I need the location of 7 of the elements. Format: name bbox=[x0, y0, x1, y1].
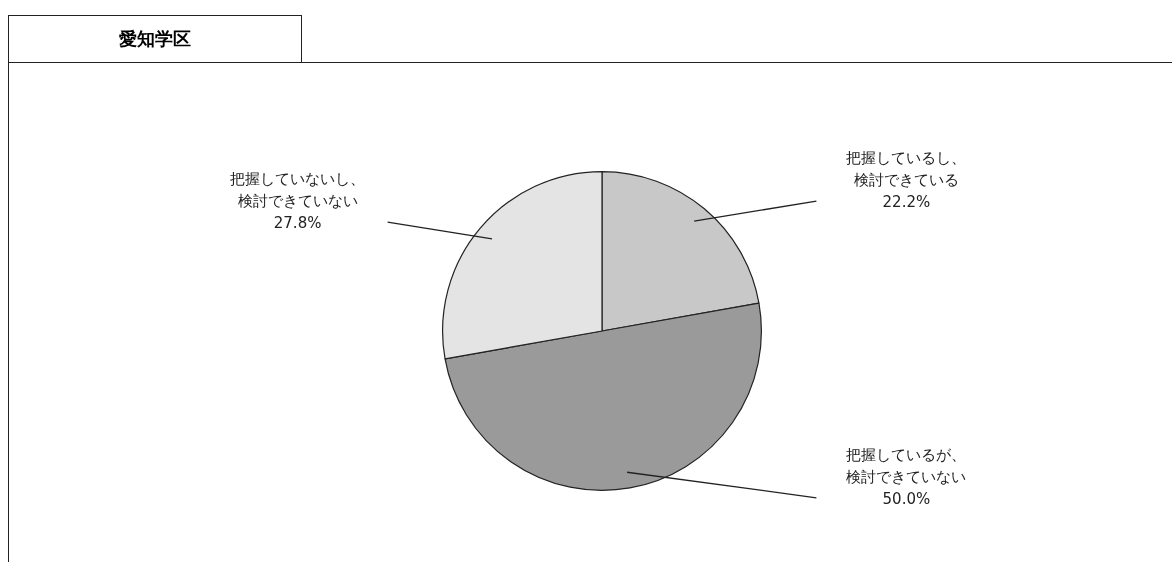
slice-label: 把握しているし、検討できている bbox=[846, 149, 967, 190]
data-label: 50.0% bbox=[882, 489, 931, 508]
slice-label: 把握していないし、検討できていない bbox=[230, 170, 366, 211]
data-label: 27.8% bbox=[273, 214, 322, 233]
slice-label: 把握しているが、検討できていない bbox=[846, 445, 967, 486]
chart-title: 愛知学区 bbox=[8, 15, 302, 62]
data-label: 22.2% bbox=[882, 193, 931, 212]
